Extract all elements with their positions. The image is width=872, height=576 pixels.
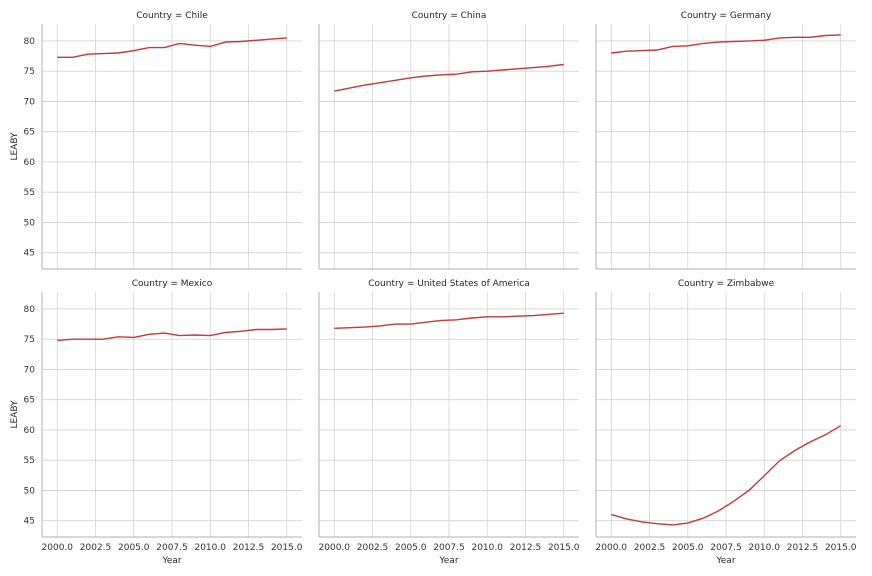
y-tick-label: 60: [24, 158, 36, 168]
x-tick-label: 2005.0: [672, 543, 704, 553]
panel-title: Country = Zimbabwe: [678, 279, 775, 289]
x-tick-label: 2010.0: [471, 543, 503, 553]
panel-title: Country = Germany: [681, 11, 772, 21]
panel-5: 2000.0 2002.5 2005.0 2007.5 2010.0 2012.5 2015…: [318, 279, 580, 566]
y-tick-label: 50: [24, 218, 36, 228]
x-tick-label: 2010.0: [194, 543, 226, 553]
x-tick-label: 2002.5: [634, 543, 666, 553]
x-axis-label: Year: [161, 556, 181, 566]
y-tick-label: 65: [24, 396, 35, 406]
y-axis-label: LEABY: [10, 400, 20, 429]
x-tick-label: 2010.0: [748, 543, 780, 553]
x-tick-label: 2002.5: [80, 543, 112, 553]
y-tick-label: 75: [24, 67, 35, 77]
y-tick-label: 75: [24, 335, 35, 345]
x-tick-label: 2012.5: [787, 543, 819, 553]
y-tick-label: 50: [24, 486, 36, 496]
y-tick-label: 70: [24, 365, 36, 375]
series-line: [611, 425, 842, 526]
series-line: [611, 34, 841, 54]
x-axis-label: Year: [715, 556, 735, 566]
y-tick-label: 55: [24, 188, 35, 198]
panel-title: Country = Chile: [136, 11, 208, 21]
x-tick-label: 2015.0: [548, 543, 580, 553]
y-tick-label: 70: [24, 97, 36, 107]
x-tick-label: 2007.5: [710, 543, 742, 553]
y-tick-label: 80: [24, 37, 36, 47]
x-tick-label: 2007.5: [433, 543, 465, 553]
y-tick-label: 55: [24, 456, 35, 466]
y-tick-label: 45: [24, 517, 35, 527]
y-axis-label: LEABY: [10, 132, 20, 161]
y-tick-label: 45: [24, 249, 35, 259]
panel-title: Country = Mexico: [132, 279, 213, 289]
panel-2: Country = China: [318, 11, 579, 270]
series-line: [334, 63, 564, 92]
x-tick-label: 2000.0: [42, 543, 74, 553]
panel-4: 2000.0 2002.5 2005.0 2007.5 2010.0 2012.5 2015…: [10, 279, 303, 566]
y-tick-label: 65: [24, 128, 35, 138]
series-line: [57, 328, 287, 342]
x-tick-label: 2007.5: [156, 543, 188, 553]
panel-6: 2000.0 2002.5 2005.0 2007.5 2010.0 2012.5 2015…: [595, 279, 857, 566]
x-tick-label: 2002.5: [357, 543, 389, 553]
panel-3: Country = Germany: [595, 11, 856, 270]
x-tick-label: 2000.0: [596, 543, 628, 553]
x-tick-label: 2005.0: [395, 543, 427, 553]
series-line: [57, 37, 287, 58]
panel-title: Country = China: [412, 11, 487, 21]
panel-1: 45 50 55 60 65 70 75 80 Country = Chile LEABY: [10, 11, 302, 270]
y-tick-label: 60: [24, 426, 36, 436]
x-axis-label: Year: [438, 556, 458, 566]
x-tick-label: 2012.5: [510, 543, 542, 553]
y-tick-label: 80: [24, 305, 36, 315]
x-tick-label: 2015.0: [825, 543, 857, 553]
series-line: [334, 312, 564, 329]
x-tick-label: 2000.0: [319, 543, 351, 553]
x-tick-label: 2005.0: [118, 543, 150, 553]
x-tick-label: 2012.5: [233, 543, 265, 553]
panel-title: Country = United States of America: [368, 279, 529, 289]
x-tick-label: 2015.0: [271, 543, 303, 553]
